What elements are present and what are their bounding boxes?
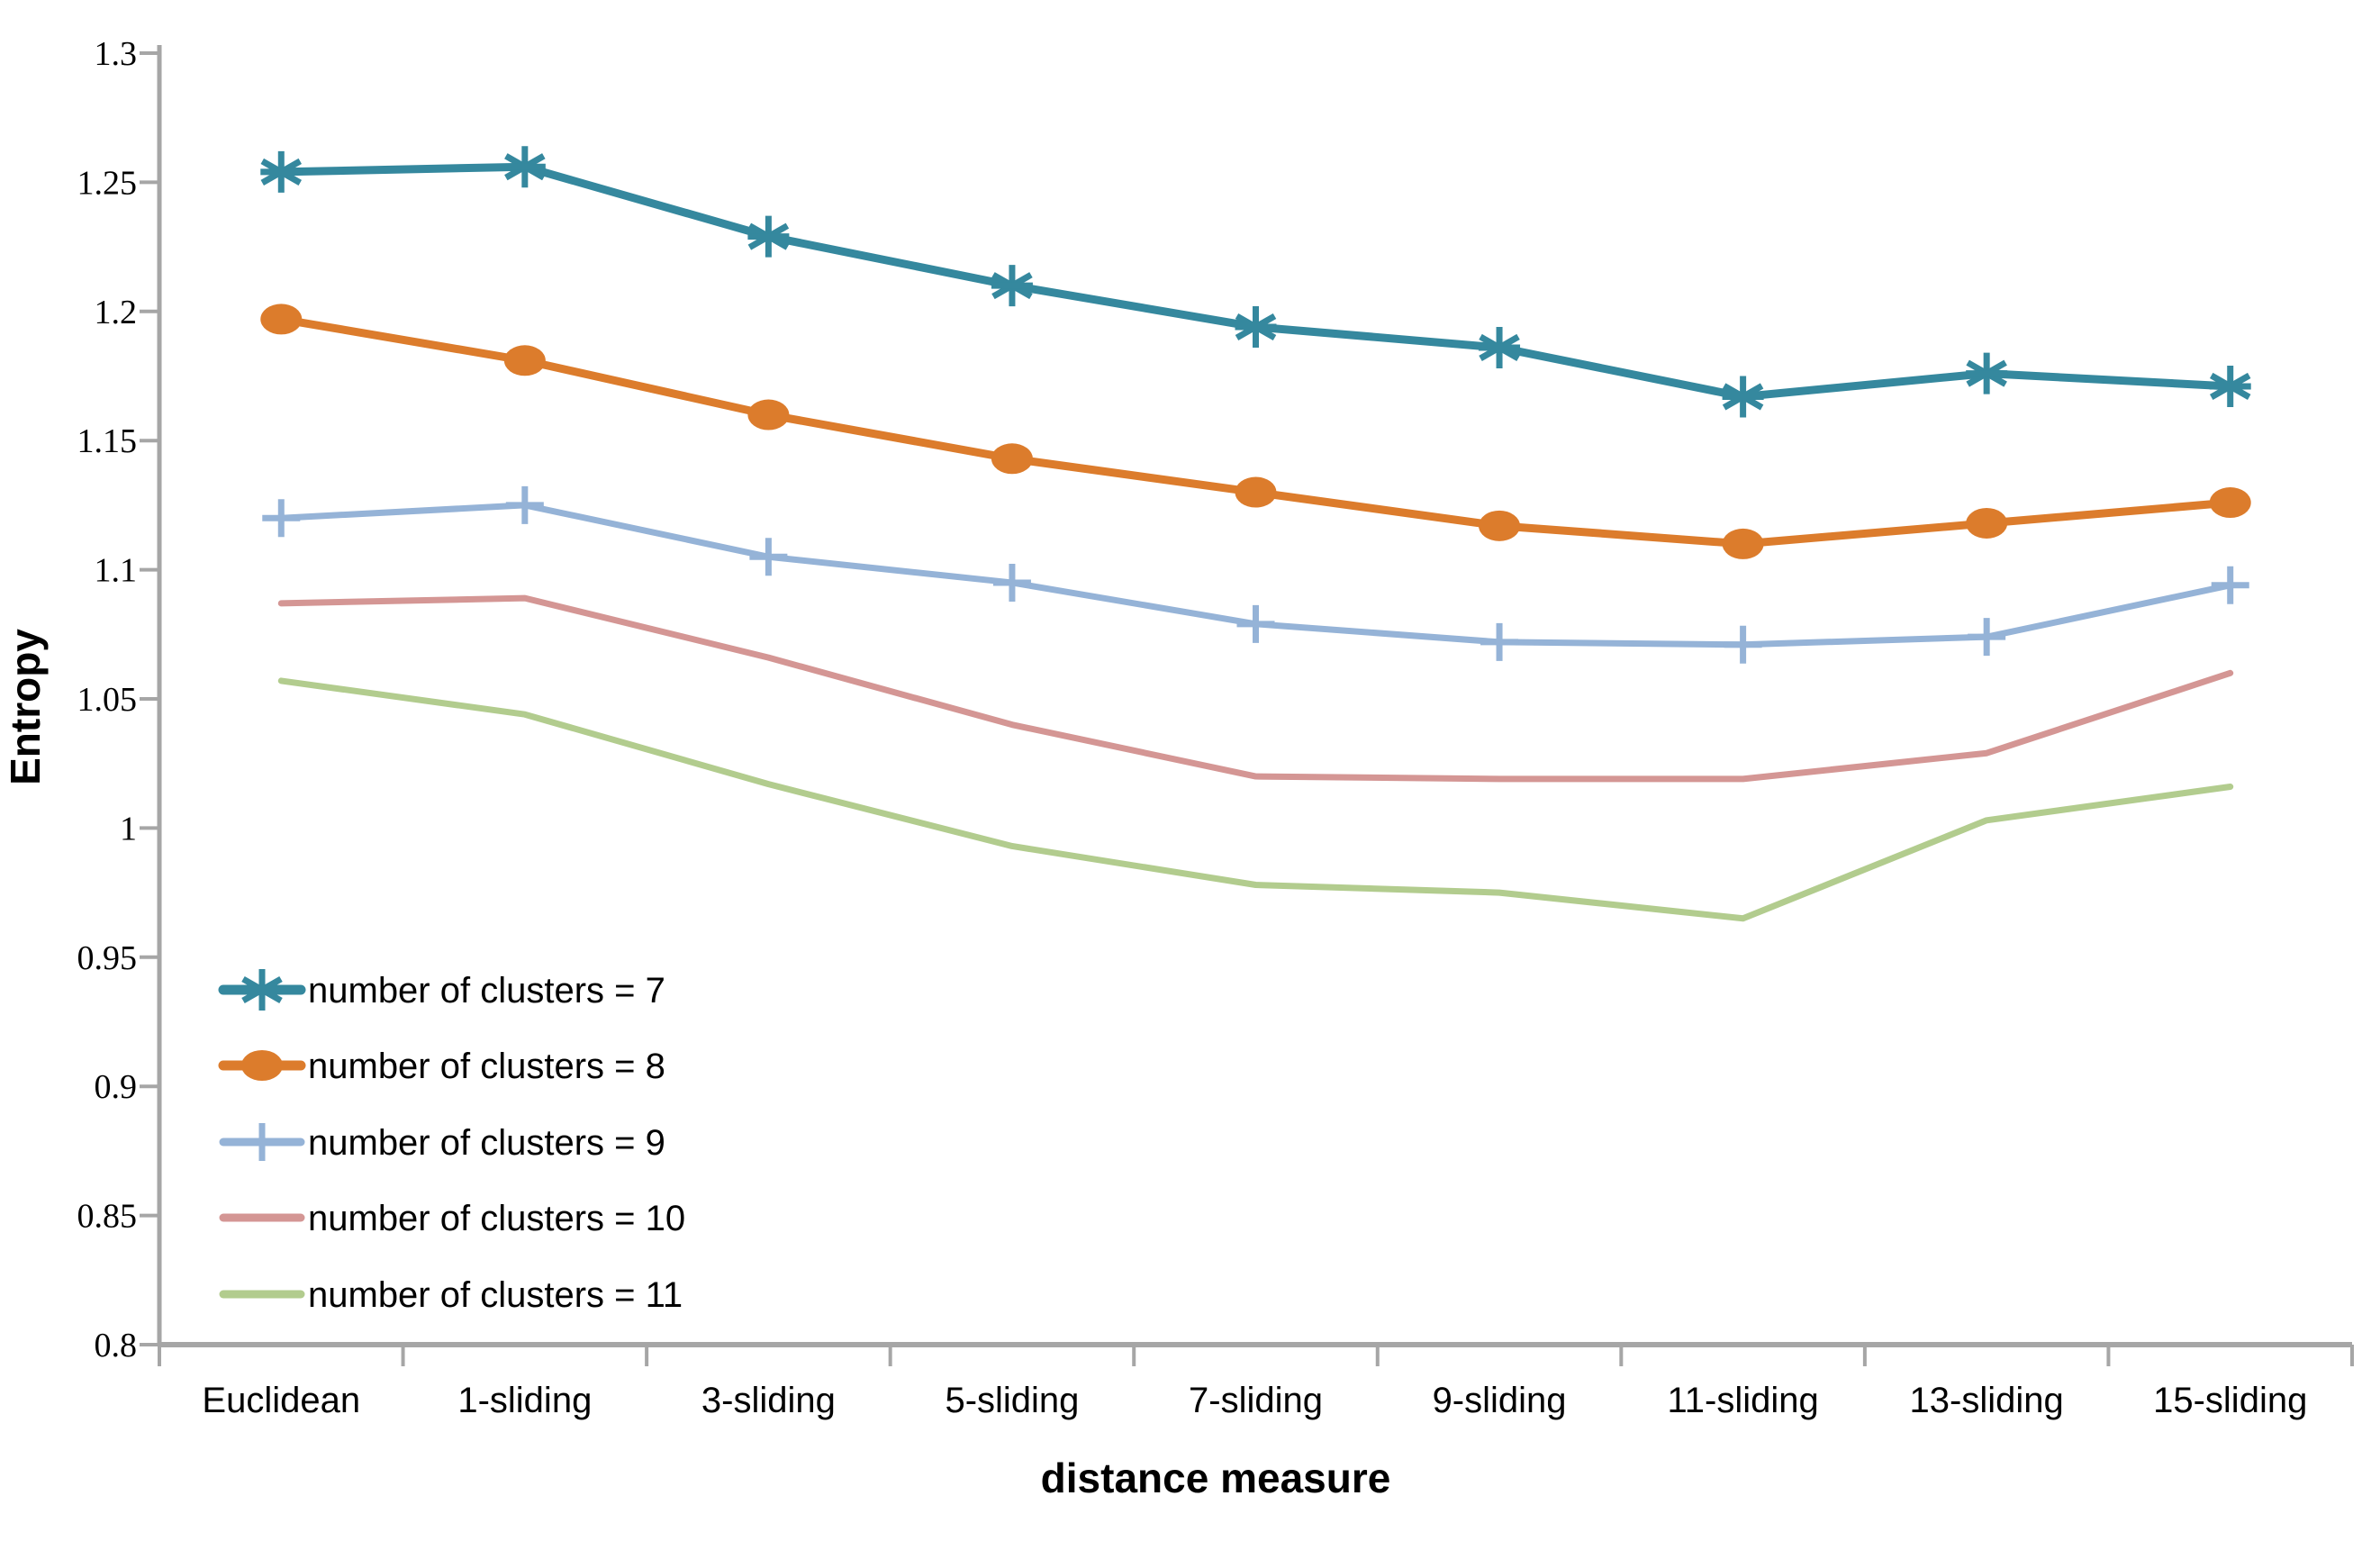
legend-label: number of clusters = 9 (308, 1123, 665, 1163)
y-axis-tick-label: 1.05 (77, 681, 138, 719)
legend-item: number of clusters = 11 (219, 1275, 683, 1315)
series-line (277, 594, 2234, 783)
x-axis-category-label: 5-sliding (945, 1381, 1079, 1420)
asterisk-marker-point (747, 215, 790, 258)
x-axis-category-label: 3-sliding (701, 1381, 836, 1420)
series-1 (260, 146, 2251, 418)
plus-marker-point (1968, 618, 2006, 657)
ellipse-marker-point (503, 345, 546, 376)
legend-label: number of clusters = 10 (308, 1199, 685, 1238)
series-line (277, 677, 2234, 922)
legend: number of clusters = 7 number of clusters… (218, 969, 685, 1315)
y-axis-tick-label: 0.95 (77, 939, 138, 977)
x-axis-category-label: 9-sliding (1433, 1381, 1567, 1420)
ellipse-marker-point (2209, 487, 2251, 519)
asterisk-marker-point (1722, 376, 1764, 418)
y-axis-tick-label: 1 (120, 810, 137, 848)
y-axis-tick-label: 1.25 (77, 164, 138, 202)
plus-marker-point (1480, 622, 1519, 661)
series-4 (277, 594, 2234, 783)
axes: 1.3 1.25 1.2 1.15 1.1 1.05 1 0.95 0.9 0.85 0.8 Eucl… (77, 35, 2354, 1420)
plus-marker-point (749, 538, 788, 576)
asterisk-marker-point (1479, 326, 1521, 368)
x-axis-category-label: Euclidean (202, 1381, 360, 1420)
x-axis-category-label: 15-sliding (2153, 1381, 2307, 1420)
y-axis-tick-label: 0.9 (95, 1068, 138, 1106)
legend-item: number of clusters = 7 (218, 969, 665, 1011)
ellipse-marker-point (1479, 510, 1521, 541)
ellipse-marker-legend (241, 1050, 283, 1081)
plus-marker-point (505, 485, 544, 524)
y-axis-tick-label: 1.3 (95, 35, 138, 73)
legend-item: number of clusters = 9 (219, 1123, 665, 1163)
ellipse-marker-point (1966, 507, 2008, 539)
x-axis-category-label: 13-sliding (1910, 1381, 2064, 1420)
asterisk-marker-point (991, 265, 1033, 307)
y-axis-tick-label: 1.15 (77, 422, 138, 460)
plus-marker-legend (243, 1123, 281, 1161)
ellipse-marker-point (260, 304, 303, 335)
y-axis-tick-label: 0.85 (77, 1198, 138, 1236)
plus-marker-point (2211, 566, 2249, 604)
series-5 (277, 677, 2234, 922)
x-axis-category-label: 11-sliding (1667, 1381, 1818, 1420)
plus-marker-point (262, 499, 301, 538)
legend-item: number of clusters = 10 (219, 1199, 685, 1238)
legend-label: number of clusters = 8 (308, 1047, 665, 1086)
y-axis-tick-label: 1.1 (95, 552, 138, 590)
series-3 (262, 485, 2249, 664)
y-axis-tick-label: 0.8 (95, 1327, 138, 1364)
series-line (276, 162, 2235, 401)
asterisk-marker-point (1235, 306, 1277, 349)
legend-item: number of clusters = 8 (218, 1047, 665, 1086)
legend-label: number of clusters = 11 (308, 1275, 683, 1315)
x-axis-title: distance measure (1041, 1455, 1391, 1501)
ellipse-marker-point (991, 443, 1033, 475)
ellipse-marker-point (1722, 528, 1764, 559)
series-line (276, 314, 2235, 548)
ellipse-marker-point (747, 399, 790, 431)
asterisk-marker-point (2209, 365, 2251, 407)
ellipse-marker-point (1235, 476, 1277, 508)
y-axis-title: Entropy (2, 629, 49, 785)
plus-marker-point (1236, 604, 1275, 643)
asterisk-marker-point (260, 150, 303, 193)
series-2 (260, 304, 2251, 559)
plus-marker-point (1724, 625, 1762, 664)
plus-marker-point (992, 563, 1031, 602)
y-axis-tick-label: 1.2 (95, 294, 138, 331)
asterisk-marker-point (503, 146, 546, 188)
series-lines (260, 146, 2251, 922)
asterisk-marker-point (1966, 352, 2008, 394)
x-axis-category-label: 7-sliding (1189, 1381, 1323, 1420)
asterisk-marker-legend (241, 969, 283, 1011)
legend-label: number of clusters = 7 (308, 971, 665, 1011)
x-axis-category-label: 1-sliding (457, 1381, 592, 1420)
